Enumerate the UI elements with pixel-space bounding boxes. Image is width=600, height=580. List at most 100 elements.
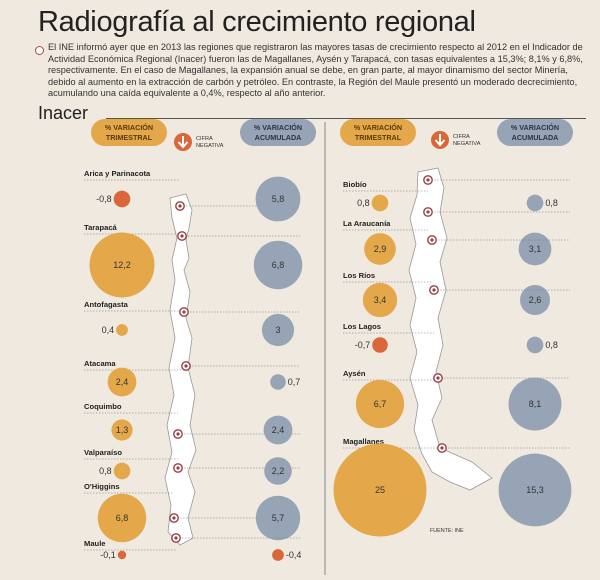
map-marker-dot-o-higgins	[172, 516, 176, 520]
legend-acumulada-line2-right: ACUMULADA	[512, 133, 559, 142]
bubble-trimestral-biobio	[371, 194, 389, 212]
map-marker-dot-la-araucania	[426, 210, 430, 214]
legend-trimestral-line2-left: TRIMESTRAL	[106, 133, 153, 142]
bubble-acumulada-aysen	[508, 377, 562, 431]
map-marker-dot-arica-y-parinacota	[178, 204, 182, 208]
bubble-trimestral-magallanes	[333, 443, 427, 537]
bubble-acumulada-valparaiso	[264, 457, 292, 485]
legend-acumulada-line1-right: % VARIACIÓN	[511, 123, 559, 132]
legend-acumulada-line1-left: % VARIACIÓN	[254, 123, 302, 132]
bubble-trimestral-tarapaca	[89, 232, 155, 298]
region-name-aysen: Aysén	[343, 369, 366, 378]
value-trimestral-coquimbo: 1,3	[116, 425, 129, 435]
region-name-magallanes: Magallanes	[343, 437, 384, 446]
value-trimestral-maule: -0,1	[100, 550, 116, 560]
intro-paragraph: El INE informó ayer que en 2013 las regi…	[48, 42, 583, 98]
value-acumulada-coquimbo: 2,4	[272, 425, 285, 435]
bubble-trimestral-maule	[117, 550, 127, 560]
region-o-higgins: O'Higgins 6,8 5,7	[84, 482, 301, 543]
legend-trimestral-right	[340, 119, 416, 146]
region-name-atacama: Atacama	[84, 359, 116, 368]
value-trimestral-magallanes: 25	[375, 485, 385, 495]
bubble-trimestral-la-araucania	[364, 233, 396, 265]
map-marker-dot-magallanes	[440, 446, 444, 450]
region-biobio: Biobío 0,8 0,8	[343, 175, 570, 212]
value-acumulada-arica-y-parinacota: 5,8	[272, 194, 285, 204]
legend-negative-line1-right: CIFRA	[453, 134, 470, 140]
legend-acumulada-right	[497, 119, 573, 146]
region-magallanes: Magallanes 25 15,3	[333, 437, 572, 537]
bubble-trimestral-arica-y-parinacota	[113, 190, 131, 208]
bubble-trimestral-los-rios	[362, 282, 398, 318]
bubble-trimestral-atacama	[107, 367, 137, 397]
source-note: FUENTE: INE	[430, 528, 464, 534]
map-marker-dot-los-rios	[430, 238, 434, 242]
region-aysen: Aysén 6,7 8,1	[343, 369, 570, 431]
value-acumulada-tarapaca: 6,8	[272, 260, 285, 270]
legend-trimestral-line1-right: % VARIACIÓN	[354, 123, 402, 132]
value-acumulada-maule: -0,4	[286, 550, 302, 560]
value-trimestral-o-higgins: 6,8	[116, 513, 129, 523]
down-arrow-icon-glyph	[177, 136, 189, 149]
value-acumulada-o-higgins: 5,7	[272, 513, 285, 523]
bubble-acumulada-coquimbo	[263, 415, 293, 445]
value-trimestral-tarapaca: 12,2	[113, 260, 131, 270]
value-trimestral-antofagasta: 0,4	[102, 325, 115, 335]
bubble-trimestral-antofagasta	[116, 324, 128, 336]
region-name-o-higgins: O'Higgins	[84, 482, 120, 491]
value-trimestral-valparaiso: 0,8	[99, 466, 112, 476]
region-name-arica-y-parinacota: Arica y Parinacota	[84, 169, 151, 178]
region-valparaiso: Valparaíso 0,8 2,2	[84, 448, 300, 485]
down-arrow-icon-right-glyph	[434, 134, 446, 147]
bubble-trimestral-coquimbo	[111, 419, 133, 441]
value-trimestral-arica-y-parinacota: -0,8	[96, 194, 112, 204]
region-antofagasta: Antofagasta 0,4 3	[84, 300, 300, 347]
value-acumulada-atacama: 0,7	[288, 377, 301, 387]
page-title: Radiografía al crecimiento regional	[38, 6, 476, 38]
map-marker-dot-los-lagos	[432, 288, 436, 292]
map-north-chile	[164, 193, 197, 546]
region-la-araucania: La Araucanía 2,9 3,1	[343, 207, 570, 266]
region-tarapaca: Tarapacá 12,2 6,8	[84, 223, 303, 298]
intro-bullet-icon	[35, 46, 44, 55]
legend-acumulada-left	[240, 119, 316, 146]
legend-trimestral-left	[91, 119, 167, 146]
value-trimestral-atacama: 2,4	[116, 377, 129, 387]
region-name-biobio: Biobío	[343, 180, 367, 189]
map-marker-dot-atacama	[184, 364, 188, 368]
value-trimestral-aysen: 6,7	[374, 399, 387, 409]
bubble-acumulada-maule	[272, 549, 284, 561]
bubble-acumulada-biobio	[526, 194, 544, 212]
bubble-acumulada-antofagasta	[261, 313, 295, 347]
region-name-los-rios: Los Ríos	[343, 271, 375, 280]
region-name-tarapaca: Tarapacá	[84, 223, 118, 232]
region-maule: Maule -0,1 -0,4	[84, 533, 302, 561]
region-los-lagos: Los Lagos -0,7 0,8	[343, 285, 570, 354]
value-acumulada-aysen: 8,1	[529, 399, 542, 409]
bubble-acumulada-arica-y-parinacota	[255, 176, 301, 222]
value-acumulada-biobio: 0,8	[545, 198, 558, 208]
region-coquimbo: Coquimbo 1,3 2,4	[84, 402, 300, 445]
region-name-valparaiso: Valparaíso	[84, 448, 122, 457]
bubble-acumulada-tarapaca	[253, 240, 303, 290]
map-marker-dot-maule	[174, 536, 178, 540]
map-marker-dot-aysen	[436, 376, 440, 380]
value-acumulada-magallanes: 15,3	[526, 485, 544, 495]
bubble-trimestral-los-lagos	[372, 337, 388, 353]
bubble-acumulada-atacama	[270, 374, 286, 390]
region-arica-y-parinacota: Arica y Parinacota -0,8 5,8	[84, 169, 301, 222]
region-name-los-lagos: Los Lagos	[343, 322, 381, 331]
legend-trimestral-line2-right: TRIMESTRAL	[355, 133, 402, 142]
region-los-rios: Los Ríos 3,4 2,6	[343, 235, 570, 318]
region-name-la-araucania: La Araucanía	[343, 219, 391, 228]
legend-trimestral-line1-left: % VARIACIÓN	[105, 123, 153, 132]
value-trimestral-los-rios: 3,4	[374, 295, 387, 305]
map-south-chile	[408, 167, 493, 491]
map-marker-dot-coquimbo	[176, 432, 180, 436]
value-trimestral-la-araucania: 2,9	[374, 244, 387, 254]
section-divider	[106, 118, 586, 119]
legend-acumulada-line2-left: ACUMULADA	[255, 133, 302, 142]
